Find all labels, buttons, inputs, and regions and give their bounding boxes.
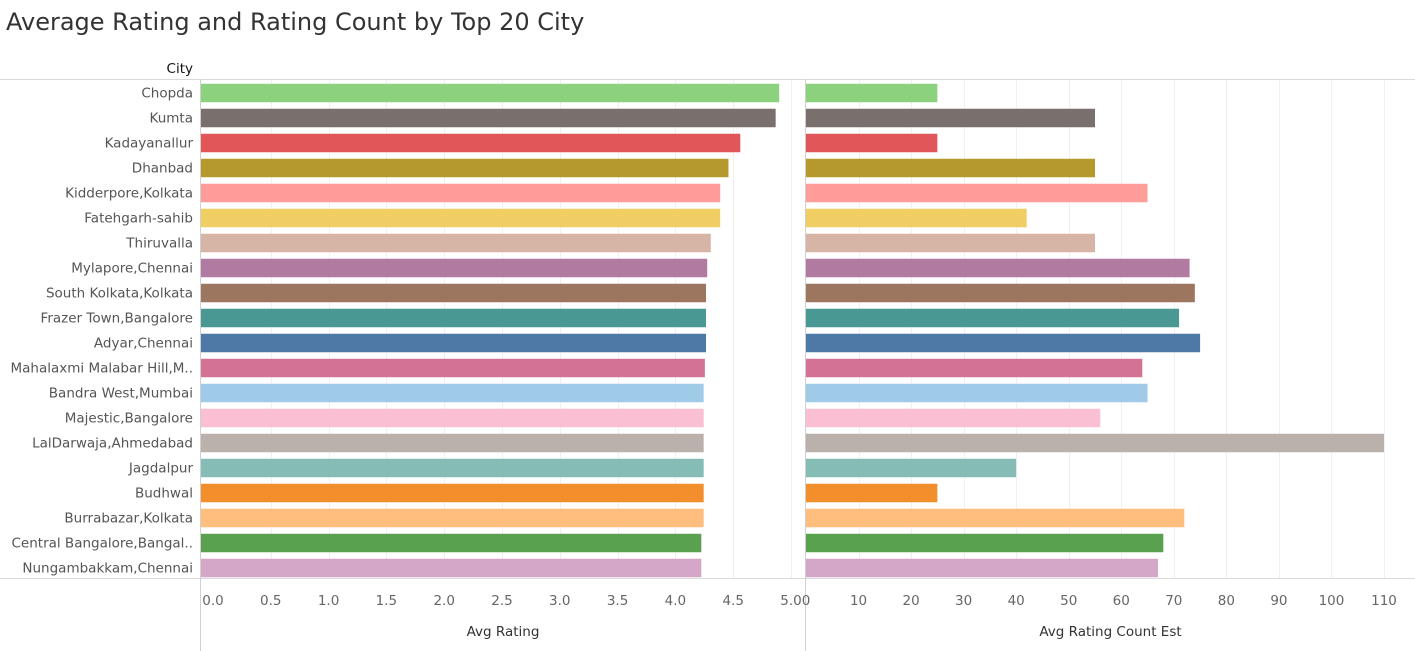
- city-label: Nungambakkam,Chennai: [22, 561, 193, 577]
- chart-title: Average Rating and Rating Count by Top 2…: [6, 8, 585, 36]
- bar: [201, 483, 704, 503]
- bar: [806, 308, 1180, 328]
- tick-label: 2.0: [433, 593, 454, 609]
- tick-label: 4.5: [722, 593, 743, 609]
- bar: [201, 208, 721, 228]
- bar: [201, 133, 741, 153]
- city-label: Chopda: [141, 86, 193, 102]
- tick-label: 1.0: [318, 593, 339, 609]
- tick-label: 50: [1060, 593, 1077, 609]
- tick-label: 40: [1008, 593, 1025, 609]
- bar: [201, 508, 704, 528]
- bar: [806, 333, 1201, 353]
- bar: [201, 333, 707, 353]
- bar: [806, 458, 1017, 478]
- bar: [201, 408, 704, 428]
- bar: [806, 108, 1095, 128]
- city-label: Bandra West,Mumbai: [49, 386, 193, 402]
- gridlines: [271, 80, 1385, 578]
- bar: [806, 508, 1185, 528]
- city-label: Mylapore,Chennai: [71, 261, 193, 277]
- bar: [806, 483, 938, 503]
- tick-label: 20: [902, 593, 919, 609]
- tick-label: 110: [1371, 593, 1397, 609]
- bar: [201, 558, 702, 578]
- bar: [806, 158, 1095, 178]
- tick-label: 3.5: [607, 593, 628, 609]
- bars: [201, 83, 1384, 578]
- city-label: Burrabazar,Kolkata: [64, 511, 193, 527]
- tick-label: 30: [955, 593, 972, 609]
- axis-ticks: 0.0 0.5 1.0 1.5 2.0 2.5 3.0 3.5 4.0 4.5 5.0 0 10 20 30…: [202, 593, 1397, 609]
- tick-label: 0.0: [202, 593, 223, 609]
- bar: [806, 533, 1164, 553]
- tick-label: 1.5: [376, 593, 397, 609]
- city-label: Fatehgarh-sahib: [84, 211, 193, 227]
- axis-title: Avg Rating Count Est: [1039, 624, 1181, 640]
- bar: [201, 383, 704, 403]
- tick-label: 90: [1270, 593, 1287, 609]
- axis-title: Avg Rating: [467, 624, 540, 640]
- city-label: Kidderpore,Kolkata: [65, 186, 193, 202]
- bar: [806, 258, 1190, 278]
- bar: [201, 308, 707, 328]
- city-label: Kadayanallur: [105, 136, 194, 152]
- bar: [201, 433, 704, 453]
- bar: [806, 208, 1027, 228]
- row-header-label: City: [167, 61, 193, 77]
- city-label: South Kolkata,Kolkata: [46, 286, 193, 302]
- tick-label: 100: [1319, 593, 1345, 609]
- bar: [201, 533, 702, 553]
- city-label: Thiruvalla: [125, 236, 193, 252]
- bar: [201, 458, 704, 478]
- bar: [806, 433, 1384, 453]
- city-label: Mahalaxmi Malabar Hill,M..: [10, 361, 193, 377]
- bar: [201, 233, 711, 253]
- tick-label: 2.5: [491, 593, 512, 609]
- bar: [806, 183, 1148, 203]
- tick-label: 0: [802, 593, 811, 609]
- city-label: Jagdalpur: [128, 461, 194, 477]
- bar: [806, 133, 938, 153]
- city-label: Central Bangalore,Bangal..: [11, 536, 193, 552]
- bar: [201, 358, 705, 378]
- tick-label: 80: [1218, 593, 1235, 609]
- bar: [201, 158, 729, 178]
- bar: [201, 183, 721, 203]
- city-label: Adyar,Chennai: [94, 336, 193, 352]
- chart-frame: [0, 79, 1415, 651]
- city-label: LalDarwaja,Ahmedabad: [32, 436, 193, 452]
- city-label: Kumta: [150, 111, 193, 127]
- city-labels: Chopda Kumta Kadayanallur Dhanbad Kidderpore…: [10, 86, 193, 577]
- axis-titles: Avg Rating Avg Rating Count Est: [467, 624, 1182, 640]
- bar: [806, 283, 1195, 303]
- bar: [806, 358, 1143, 378]
- city-label: Frazer Town,Bangalore: [41, 311, 193, 327]
- tick-label: 3.0: [549, 593, 570, 609]
- bar: [806, 383, 1148, 403]
- bar: [201, 83, 780, 103]
- tick-label: 10: [850, 593, 867, 609]
- bar: [806, 83, 938, 103]
- tick-label: 60: [1113, 593, 1130, 609]
- bar: [806, 408, 1101, 428]
- tick-label: 4.0: [665, 593, 686, 609]
- tick-label: 5.0: [780, 593, 801, 609]
- bar: [806, 233, 1095, 253]
- tick-label: 0.5: [260, 593, 281, 609]
- tick-label: 70: [1165, 593, 1182, 609]
- city-label: Budhwal: [135, 486, 193, 502]
- city-label: Majestic,Bangalore: [65, 411, 193, 427]
- bar: [201, 258, 708, 278]
- city-label: Dhanbad: [132, 161, 193, 177]
- bar: [806, 558, 1159, 578]
- bar: [201, 283, 707, 303]
- bar: [201, 108, 776, 128]
